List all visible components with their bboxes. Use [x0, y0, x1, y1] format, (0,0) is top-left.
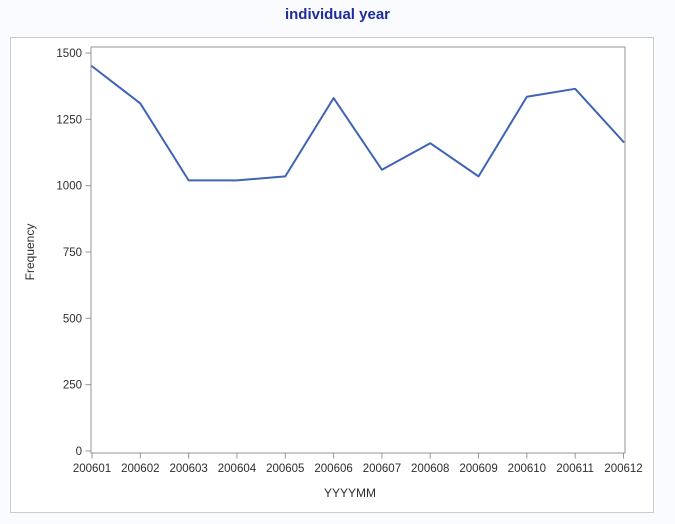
x-tick-label: 200607: [363, 463, 401, 475]
plot-frame: [90, 46, 626, 454]
x-tick-label: 200606: [314, 463, 352, 475]
x-tick-label: 200609: [459, 463, 497, 475]
x-tick-label: 200602: [121, 463, 159, 475]
y-tick-label: 1000: [56, 181, 82, 193]
data-series-line: [91, 65, 625, 182]
x-tick-label: 200608: [411, 463, 449, 475]
chart-title: individual year: [284, 6, 391, 23]
x-tick-label: 200604: [218, 463, 257, 475]
x-tick-label: 200611: [556, 463, 594, 475]
x-tick-label: 200601: [73, 463, 111, 475]
chart-panel: 0 250 500 750 1000 1250 1500 200601 200602 200603…: [10, 37, 654, 513]
y-tick-label: 500: [63, 313, 82, 325]
line-chart: 0 250 500 750 1000 1250 1500 200601 200602 200603…: [23, 46, 643, 500]
y-axis-label: Frequency: [23, 224, 37, 281]
y-tick-label: 1500: [56, 48, 82, 60]
x-tick-label: 200610: [508, 463, 546, 475]
y-tick-label: 0: [76, 446, 82, 458]
x-tick-label: 200603: [169, 463, 207, 475]
y-tick-label: 1250: [56, 114, 82, 126]
x-tick-label: 200612: [604, 463, 642, 475]
x-tick-label: 200605: [266, 463, 304, 475]
x-axis-label: YYYYMM: [324, 486, 376, 500]
y-tick-label: 750: [63, 247, 82, 259]
y-tick-label: 250: [63, 380, 82, 392]
